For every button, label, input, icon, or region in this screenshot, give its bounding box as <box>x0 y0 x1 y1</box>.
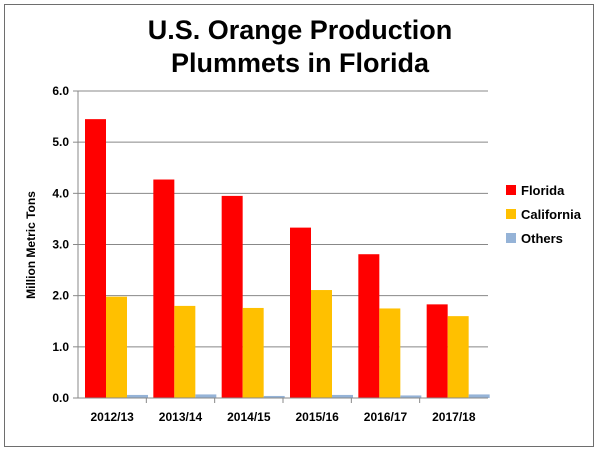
bar-california <box>174 305 196 398</box>
bar-others <box>263 395 285 398</box>
y-tick-label: 1.0 <box>52 340 69 354</box>
x-tick-label: 2012/13 <box>90 410 134 424</box>
legend-label-california: California <box>521 207 582 222</box>
x-tick-label: 2016/17 <box>364 410 408 424</box>
bar-california <box>106 296 127 398</box>
bars <box>85 119 490 399</box>
x-tick-label: 2014/15 <box>227 410 271 424</box>
y-tick-label: 0.0 <box>52 391 69 405</box>
y-tick-label: 5.0 <box>52 135 69 149</box>
bar-others <box>127 394 148 398</box>
legend-label-others: Others <box>521 231 563 246</box>
bar-florida <box>153 179 175 398</box>
legend: Florida California Others <box>506 183 582 246</box>
gridlines <box>78 90 488 348</box>
bar-california <box>447 316 469 398</box>
bar-others <box>195 394 217 398</box>
legend-swatch-others <box>506 233 516 243</box>
bar-florida <box>85 119 106 399</box>
legend-swatch-california <box>506 209 516 219</box>
bar-others <box>400 395 422 398</box>
bar-florida <box>358 254 380 398</box>
x-tick-label: 2015/16 <box>295 410 339 424</box>
chart-title-line-2: Plummets in Florida <box>170 48 430 78</box>
y-tick-label: 3.0 <box>52 238 69 252</box>
bar-california <box>311 290 332 398</box>
legend-swatch-florida <box>506 185 516 195</box>
bar-california <box>242 307 264 398</box>
y-tick-label: 2.0 <box>52 289 69 303</box>
y-axis-ticks: 0.0 1.0 2.0 3.0 4.0 5.0 6.0 <box>52 84 78 405</box>
chart-title: U.S. Orange Production Plummets in Flori… <box>0 14 600 80</box>
legend-label-florida: Florida <box>521 183 565 198</box>
y-tick-label: 4.0 <box>52 186 69 200</box>
bar-others <box>468 394 490 398</box>
y-axis-title: Million Metric Tons <box>24 191 38 299</box>
bar-florida <box>426 304 448 398</box>
bar-others <box>332 394 353 398</box>
bar-florida <box>290 227 311 398</box>
chart-title-line-1: U.S. Orange Production <box>147 15 453 45</box>
x-tick-label: 2013/14 <box>159 410 203 424</box>
bar-california <box>379 308 401 398</box>
x-tick-label: 2017/18 <box>432 410 476 424</box>
x-axis-tick-labels: 2012/13 2013/14 2014/15 2015/16 2016/17 2017/… <box>90 398 476 424</box>
y-tick-label: 6.0 <box>52 84 69 98</box>
bar-florida <box>221 195 243 398</box>
